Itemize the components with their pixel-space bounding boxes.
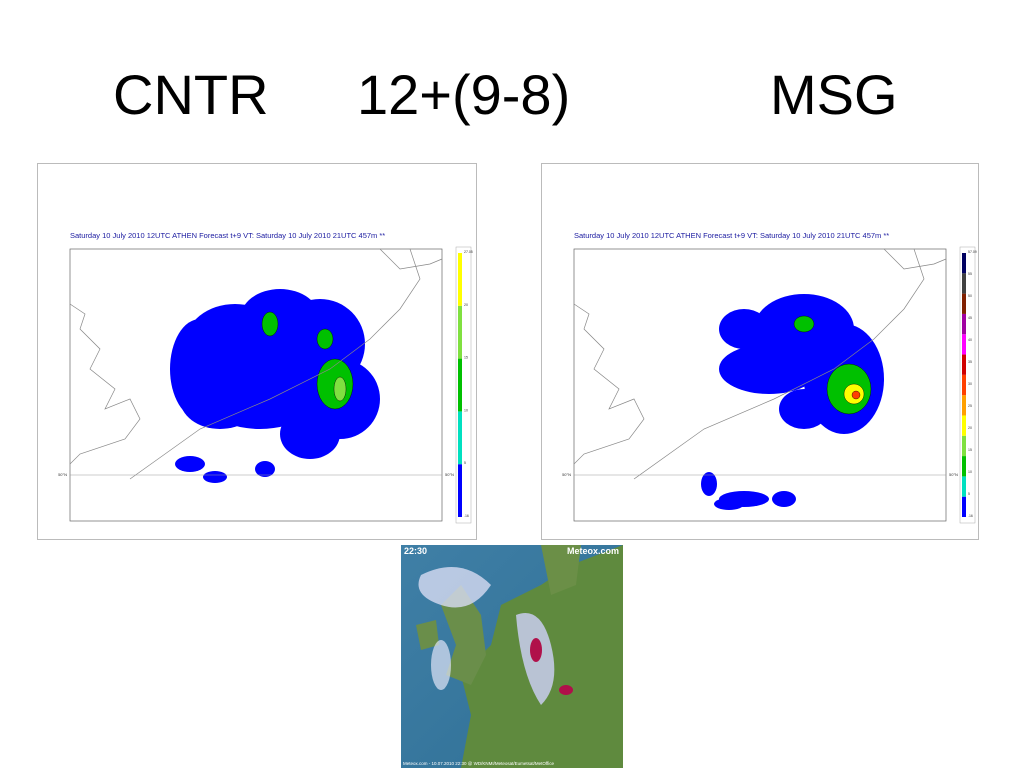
coastline <box>69 303 141 465</box>
lat-label: 50°N <box>949 472 958 477</box>
rain-cell <box>530 638 542 662</box>
title-left: CNTR <box>113 63 269 126</box>
rain-cell <box>559 685 573 695</box>
colorbar-swatch <box>458 305 462 359</box>
colorbar-label: 5 <box>464 461 466 465</box>
title-right: MSG <box>770 63 898 126</box>
precip-core <box>851 390 861 400</box>
precip-core <box>261 311 279 337</box>
colorbar-swatch <box>962 435 966 457</box>
colorbar-label: 10 <box>464 408 468 412</box>
coastline <box>573 303 645 465</box>
colorbar-label: 15 <box>968 448 972 452</box>
coastline <box>883 248 947 270</box>
forecast-panel: Saturday 10 July 2010 12UTC ATHEN Foreca… <box>37 163 477 540</box>
colorbar-label: 20 <box>968 426 972 430</box>
land <box>441 585 486 685</box>
land <box>416 620 439 650</box>
precip-area <box>701 472 717 496</box>
colorbar-label: 20 <box>464 303 468 307</box>
colorbar-label: 27.05 <box>464 250 473 254</box>
colorbar-swatch <box>962 456 966 477</box>
satellite-image: 22:30 Meteox.com Meteox.com - 10.07.2010… <box>401 545 623 768</box>
colorbar-label: 45 <box>968 316 972 320</box>
precip-area <box>240 289 320 349</box>
colorbar-swatch <box>962 374 966 396</box>
colorbar-label: 10 <box>968 470 972 474</box>
lat-label: 50°N <box>58 472 67 477</box>
cloud <box>431 640 451 690</box>
colorbar-label: .16 <box>968 514 973 518</box>
lat-label: 50°N <box>562 472 571 477</box>
precip-core <box>316 328 334 350</box>
colorbar-label: 57.09 <box>968 250 977 254</box>
colorbar-swatch <box>458 464 462 517</box>
precip-area <box>170 319 230 419</box>
coastline <box>129 248 421 480</box>
colorbar-swatch <box>962 313 966 335</box>
colorbar-swatch <box>458 253 462 306</box>
colorbar-swatch <box>962 273 966 294</box>
precip-core <box>333 376 347 402</box>
colorbar-swatch <box>962 476 966 497</box>
precip-core <box>793 315 815 333</box>
precip-area <box>779 389 829 429</box>
precip-area <box>772 491 796 507</box>
lat-label: 50°N <box>445 472 454 477</box>
precip-area <box>719 344 819 394</box>
sat-source: Meteox.com <box>567 546 619 556</box>
cloud <box>418 567 491 608</box>
colorbar-swatch <box>962 354 966 375</box>
colorbar-label: 55 <box>968 272 972 276</box>
precip-area <box>280 409 340 459</box>
colorbar-label: .16 <box>464 514 469 518</box>
colorbar-label: 40 <box>968 338 972 342</box>
precip-area <box>255 461 275 477</box>
title-middle: 12+(9-8) <box>357 63 571 126</box>
colorbar-swatch <box>458 358 462 412</box>
observation-panel: Saturday 10 July 2010 12UTC ATHEN Foreca… <box>541 163 979 540</box>
map <box>573 248 947 522</box>
land <box>541 545 581 595</box>
sat-time: 22:30 <box>404 546 427 556</box>
precip-area <box>714 498 744 510</box>
colorbar-swatch <box>962 415 966 436</box>
coastline <box>379 248 443 270</box>
colorbar-label: 15 <box>464 356 468 360</box>
coastline <box>633 248 925 480</box>
precip-area <box>203 471 227 483</box>
colorbar-swatch <box>458 411 462 465</box>
map <box>69 248 443 522</box>
colorbar-label: 5 <box>968 492 970 496</box>
colorbar-swatch <box>962 253 966 274</box>
colorbar-swatch <box>962 496 966 517</box>
colorbar-label: 50 <box>968 294 972 298</box>
colorbar-label: 25 <box>968 404 972 408</box>
precip-area <box>719 309 769 349</box>
colorbar-swatch <box>962 293 966 314</box>
colorbar-swatch <box>962 334 966 355</box>
panel-caption: Saturday 10 July 2010 12UTC ATHEN Foreca… <box>70 231 385 240</box>
colorbar-swatch <box>962 395 966 416</box>
colorbar-label: 30 <box>968 382 972 386</box>
sat-footer: Meteox.com - 10.07.2010 22:30 @ WD/KNMI/… <box>403 761 555 766</box>
panel-caption: Saturday 10 July 2010 12UTC ATHEN Foreca… <box>574 231 889 240</box>
precip-area <box>175 456 205 472</box>
colorbar-label: 35 <box>968 360 972 364</box>
